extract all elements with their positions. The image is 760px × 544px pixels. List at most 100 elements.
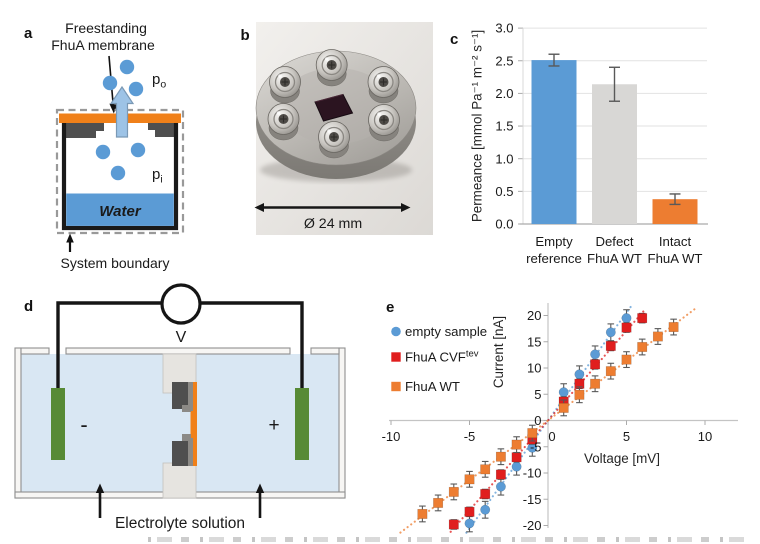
x-tick-label: -5	[464, 429, 476, 444]
gas-molecules-outside	[102, 59, 144, 97]
data-point	[605, 341, 616, 351]
silicon-support-left	[62, 123, 104, 138]
screw-icon	[367, 66, 400, 104]
data-point	[464, 506, 475, 517]
category-label: Empty	[535, 234, 573, 249]
screw-icon	[315, 49, 348, 87]
panel-letter-e: e	[386, 299, 394, 316]
data-point	[637, 313, 648, 324]
category-label: Intact	[659, 234, 692, 249]
data-point	[495, 481, 506, 492]
positive-terminal-label: +	[268, 415, 279, 436]
x-tick-label: 5	[623, 429, 630, 444]
data-point	[621, 313, 632, 324]
gas-molecules-inside	[95, 142, 146, 181]
data-point	[558, 402, 569, 413]
data-point	[574, 369, 585, 380]
membrane-label-line1: Freestanding	[65, 20, 147, 36]
panel-letter-c: c	[450, 31, 458, 48]
panel-e-iv-chart: e empty sample FhuA CVFtev FhuA WT Curre…	[382, 299, 738, 534]
data-point	[495, 469, 506, 480]
category-label: FhuA WT	[648, 251, 703, 266]
x-tick-label: 10	[698, 429, 712, 444]
legend-label-fhua-wt: FhuA WT	[405, 379, 460, 394]
data-point	[480, 464, 491, 475]
y-tick-label: 20	[527, 308, 541, 323]
legend-marker-fhua-cvf	[391, 352, 401, 362]
membrane-strip-vertical	[190, 382, 197, 466]
data-point	[464, 518, 475, 529]
bar-plot-area: 0.0 0.5 1.0 1.5 2.0 2.5 3.0 Empty reference Defec…	[495, 21, 708, 266]
panel-b-holder-photo: b Ø 24 mm	[241, 22, 433, 235]
screw-icon	[318, 121, 350, 159]
y-tick-label: 1.5	[495, 119, 513, 134]
data-point	[527, 428, 538, 439]
y-tick-label: 5	[534, 387, 541, 402]
tick-labels: -10 -5 0 5 10 -20 -15 -10 -5 0 5 10 15 20	[382, 308, 713, 533]
data-point	[511, 452, 522, 463]
y-tick-label: 0.0	[495, 217, 513, 232]
category-label: Defect	[595, 234, 633, 249]
y-tick-label: -20	[523, 518, 542, 533]
negative-terminal-label: -	[80, 412, 87, 437]
electrode-negative	[51, 388, 65, 460]
data-point	[668, 322, 679, 333]
data-point	[621, 322, 632, 333]
y-tick-label: -5	[530, 439, 542, 454]
system-boundary-label: System boundary	[61, 255, 170, 271]
legend-label-empty-sample: empty sample	[405, 324, 487, 339]
y-tick-label: 2.0	[495, 86, 513, 101]
trendline	[399, 307, 697, 534]
legend-marker-empty-sample	[391, 326, 401, 337]
bar	[592, 84, 637, 225]
electrolyte-solution-label: Electrolyte solution	[115, 515, 245, 532]
data-point	[511, 461, 522, 472]
boundary-pointer-arrow	[66, 233, 74, 252]
data-point	[511, 439, 522, 450]
data-point	[652, 331, 663, 342]
screw-icon	[368, 104, 400, 142]
membrane-holder-photo	[255, 49, 417, 182]
membrane-label-line2: FhuA membrane	[51, 37, 155, 53]
electrode-positive	[295, 388, 309, 460]
y-tick-label: 0.5	[495, 184, 513, 199]
legend-label-fhua-cvf: FhuA CVFtev	[405, 349, 479, 365]
data-point	[605, 366, 616, 377]
panel-a-membrane-diagram: a Freestanding FhuA membrane po	[24, 20, 185, 271]
container-walls	[61, 123, 179, 231]
y-tick-label: 10	[527, 361, 541, 376]
x-tick-label: 0	[548, 429, 555, 444]
y-tick-label: 1.0	[495, 151, 513, 166]
x-tick-label: -10	[382, 429, 401, 444]
data-point	[448, 519, 459, 530]
data-point	[495, 451, 506, 462]
y-tick-label: 3.0	[495, 21, 513, 36]
gas-flow-arrow	[109, 85, 135, 138]
pressure-outside-label: po	[152, 71, 166, 91]
y-tick-label: 15	[527, 334, 541, 349]
data-point	[464, 474, 475, 485]
voltmeter-label: V	[176, 329, 187, 346]
pressure-inside-label: pi	[152, 166, 163, 186]
data-point	[590, 359, 601, 370]
scatter-x-axis-title: Voltage [mV]	[584, 451, 660, 466]
panel-c-permeance-chart: c Permeance [mmol Pa⁻¹ m⁻² s⁻¹] 0.0 0.5 1.…	[450, 21, 708, 266]
tank-lid	[65, 347, 291, 355]
category-label: reference	[526, 251, 582, 266]
cropped-caption-fragment	[148, 537, 746, 542]
bar-chart-y-axis-title: Permeance [mmol Pa⁻¹ m⁻² s⁻¹]	[470, 30, 485, 222]
y-tick-label: -15	[523, 492, 542, 507]
screws	[267, 49, 400, 159]
data-point	[433, 497, 444, 508]
legend: empty sample FhuA CVFtev FhuA WT	[391, 324, 487, 394]
scatter-y-axis-title: Current [nA]	[491, 316, 506, 388]
bar	[531, 60, 577, 224]
data-point	[590, 378, 601, 389]
membrane-assembly	[162, 353, 197, 499]
panel-letter-b: b	[241, 27, 250, 44]
wire-right	[199, 301, 304, 391]
y-tick-label: 2.5	[495, 53, 513, 68]
silicon-support-right	[148, 123, 178, 137]
panel-letter-d: d	[24, 298, 33, 315]
category-label: FhuA WT	[587, 251, 642, 266]
